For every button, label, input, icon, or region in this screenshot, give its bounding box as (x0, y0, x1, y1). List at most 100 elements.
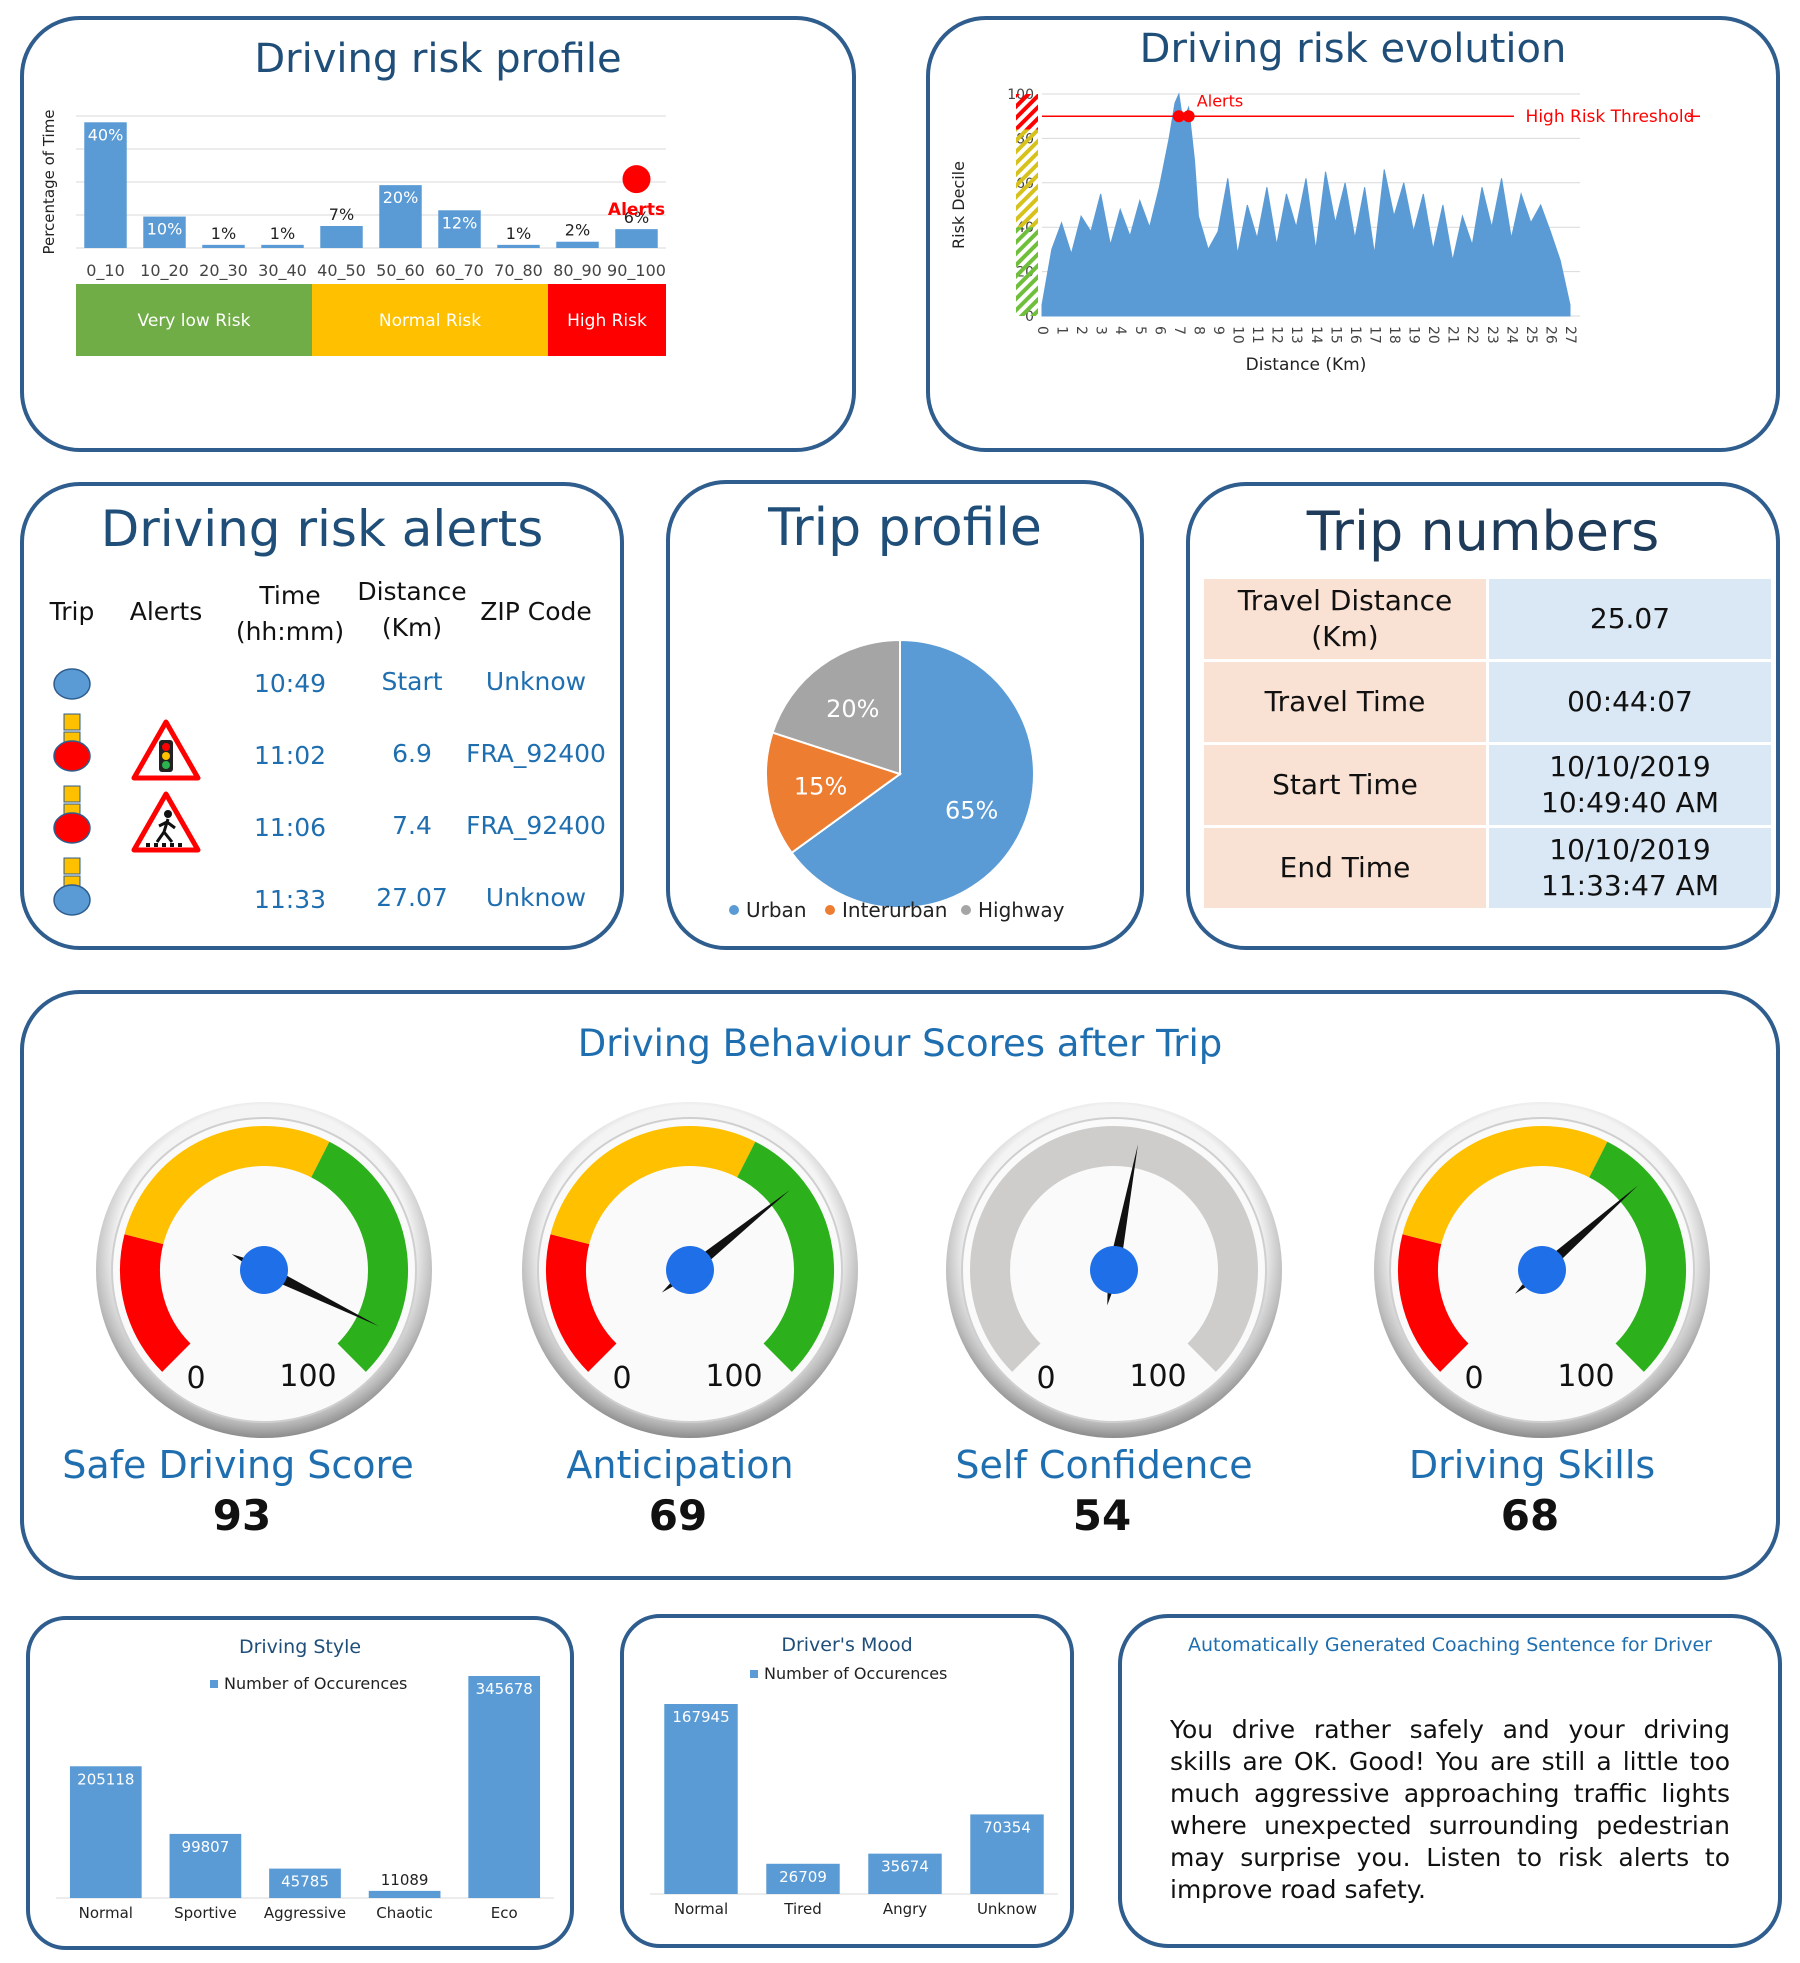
alert-time: 10:49 (254, 669, 326, 698)
gauge-arc (736, 1141, 834, 1372)
header-distance: Distance (357, 577, 466, 606)
x-tick-label: 22 (1464, 326, 1480, 344)
risk-evolution-title: Driving risk evolution (1139, 26, 1567, 72)
header-distance-unit: (Km) (382, 613, 442, 642)
pedestrian-crossing-warning-icon (131, 791, 201, 853)
alert-time: 11:06 (254, 813, 326, 842)
coaching-sentence: You drive rather safely and your driving… (1170, 1715, 1730, 1904)
x-tick-label: 5 (1132, 326, 1148, 335)
table-row: Start Time 10/10/2019 10:49:40 AM (1204, 745, 1771, 825)
risk-band-label: Normal Risk (379, 311, 481, 331)
gauge-hub (1518, 1246, 1566, 1294)
legend-label: Interurban (842, 898, 947, 922)
gauge-hub (1090, 1246, 1138, 1294)
end-time-key: End Time (1204, 828, 1486, 908)
x-tick-label: 80_90 (553, 261, 602, 281)
bar-value-label: 11089 (381, 1871, 429, 1889)
alert-zip: Unknow (486, 667, 586, 696)
gauge-score: 93 (213, 1491, 271, 1540)
trip-profile-title: Trip profile (768, 498, 1042, 558)
gauge-arc (1588, 1141, 1686, 1372)
scores-title: Driving Behaviour Scores after Trip (577, 1022, 1223, 1065)
bar-value-label: 99807 (182, 1838, 230, 1856)
bar-value-label: 167945 (672, 1708, 729, 1726)
trip-numbers-panel: Trip numbers Travel Distance (Km) 25.07 T… (1186, 482, 1780, 950)
y-axis-label: Risk Decile (949, 161, 968, 249)
threshold-label-bg (1514, 102, 1688, 129)
bar-50_60 (379, 185, 422, 248)
header-zip: ZIP Code (480, 597, 592, 626)
bar-value-label: 205118 (77, 1770, 134, 1788)
risk-band-label: Very low Risk (138, 311, 251, 331)
bar-Chaotic (368, 1890, 441, 1898)
legend-label: Number of Occurences (764, 1664, 947, 1683)
gauge-title: Driving Skills (1409, 1443, 1655, 1487)
coaching-title: Automatically Generated Coaching Sentenc… (1188, 1634, 1712, 1656)
x-tick-label: 16 (1347, 326, 1363, 344)
x-tick-label: Sportive (174, 1904, 237, 1922)
risk-profile-panel: Driving risk profile Percentage of Time 4… (20, 16, 856, 452)
x-axis-label: Distance (Km) (1246, 355, 1367, 375)
x-tick-label: 3 (1093, 326, 1109, 335)
bar-Eco (468, 1676, 541, 1898)
alert-distance: 7.4 (392, 811, 432, 840)
alert-zip: Unknow (486, 883, 586, 912)
trip-numbers-table: Travel Distance (Km) 25.07 Travel Time 00:… (1201, 576, 1774, 911)
legend-marker (961, 905, 971, 915)
bar-value-label: 7% (329, 205, 354, 224)
bar-30_40 (261, 244, 304, 248)
driving-style-title: Driving Style (238, 1636, 362, 1658)
hatch-low-band (1016, 227, 1038, 316)
risk-profile-title: Driving risk profile (254, 36, 622, 82)
gauge-arc (1398, 1234, 1469, 1372)
x-tick-label: 8 (1190, 326, 1206, 335)
x-tick-label: 40_50 (317, 261, 366, 281)
hatch-high-band (1016, 94, 1038, 130)
x-tick-label: 4 (1112, 326, 1128, 335)
bar-Unknow (970, 1814, 1044, 1894)
legend-marker (750, 1670, 758, 1678)
gauge-0: 0 100 (96, 1102, 432, 1438)
x-tick-label: 6 (1151, 326, 1167, 335)
x-tick-label: 20_30 (199, 261, 248, 281)
travel-time-key: Travel Time (1204, 662, 1486, 742)
header-time-unit: (hh:mm) (236, 617, 344, 646)
alert-point (1182, 110, 1195, 123)
alert-time: 11:33 (254, 885, 326, 914)
end-clock-value: 11:33:47 AM (1541, 869, 1719, 902)
trip-node (53, 812, 91, 844)
gauge-title: Safe Driving Score (62, 1443, 413, 1487)
x-tick-label: 30_40 (258, 261, 307, 281)
threshold-label: High Risk Threshold (1526, 107, 1695, 127)
gauge-max-label: 100 (1557, 1359, 1614, 1394)
risk-alerts-table: Trip Alerts Time (hh:mm) Distance (Km) ZIP Cod… (49, 577, 606, 916)
x-tick-label: 10 (1230, 326, 1246, 344)
bar-10_20 (143, 216, 186, 248)
pie-value-label: 20% (826, 695, 879, 723)
alert-zip: FRA_92400 (466, 811, 606, 840)
legend-label: Number of Occurences (224, 1674, 407, 1693)
gauge-max-label: 100 (279, 1359, 336, 1394)
trip-node (53, 884, 91, 916)
y-tick-label: 0 (1025, 309, 1034, 325)
drivers-mood-panel: Driver's Mood Number of Occurences 167945… (620, 1614, 1074, 1948)
bar-Normal (69, 1766, 142, 1898)
x-tick-label: Normal (674, 1900, 728, 1918)
bar-value-label: 20% (383, 188, 419, 207)
x-tick-label: 7 (1171, 326, 1187, 335)
alert-dot (622, 165, 651, 194)
bar-Normal (664, 1704, 738, 1894)
x-tick-label: 26 (1542, 326, 1558, 344)
x-tick-label: 24 (1503, 326, 1519, 344)
driving-style-chart: Number of Occurences 205118 Normal 99807 Spo… (56, 1674, 554, 1922)
gauge-min-label: 0 (612, 1361, 631, 1396)
pie-value-label: 15% (794, 773, 847, 801)
risk-evolution-chart: 020406080100High Risk ThresholdAlerts012… (949, 87, 1700, 375)
bar-Tired (766, 1863, 840, 1894)
bar-value-label: 2% (565, 221, 590, 240)
bar-value-label: 345678 (476, 1680, 533, 1698)
legend-label: Urban (746, 898, 807, 922)
pie-value-label: 65% (945, 797, 998, 825)
table-row: Travel Time 00:44:07 (1204, 662, 1771, 742)
gauge-score: 69 (649, 1491, 707, 1540)
